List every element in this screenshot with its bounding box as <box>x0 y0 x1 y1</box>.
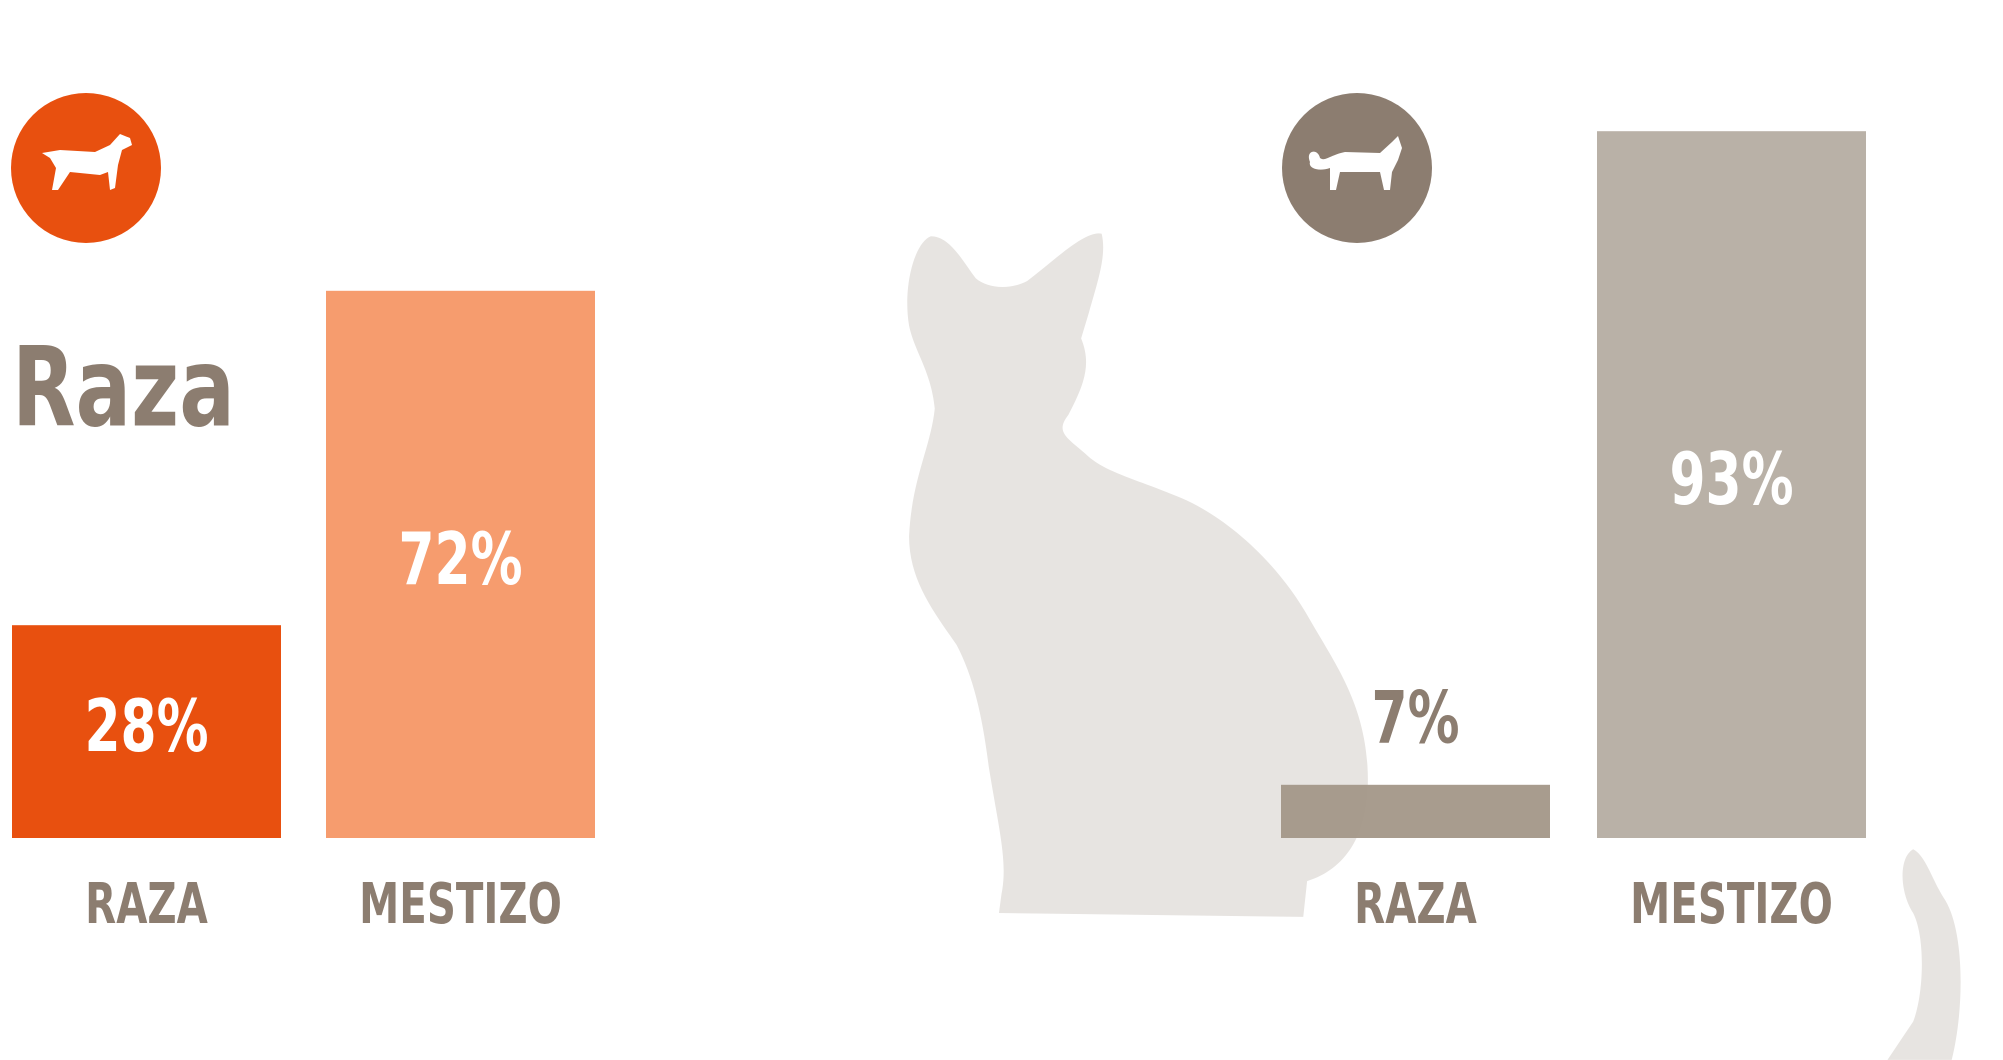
value-label: 28% <box>84 685 208 769</box>
section-heading: Raza <box>12 324 235 452</box>
category-label: RAZA <box>85 871 208 936</box>
bar <box>326 290 595 838</box>
cat-silhouette <box>907 233 1961 1060</box>
value-label: 7% <box>1372 676 1460 760</box>
value-label: 93% <box>1669 438 1793 522</box>
bar <box>1597 131 1866 838</box>
category-label: MESTIZO <box>1630 871 1833 936</box>
cat-icon <box>1282 93 1432 243</box>
bar <box>1281 784 1550 838</box>
value-label: 72% <box>398 517 522 601</box>
dog-icon <box>11 93 161 243</box>
category-label: MESTIZO <box>359 871 562 936</box>
bar <box>12 625 281 838</box>
category-label: RAZA <box>1354 871 1477 936</box>
